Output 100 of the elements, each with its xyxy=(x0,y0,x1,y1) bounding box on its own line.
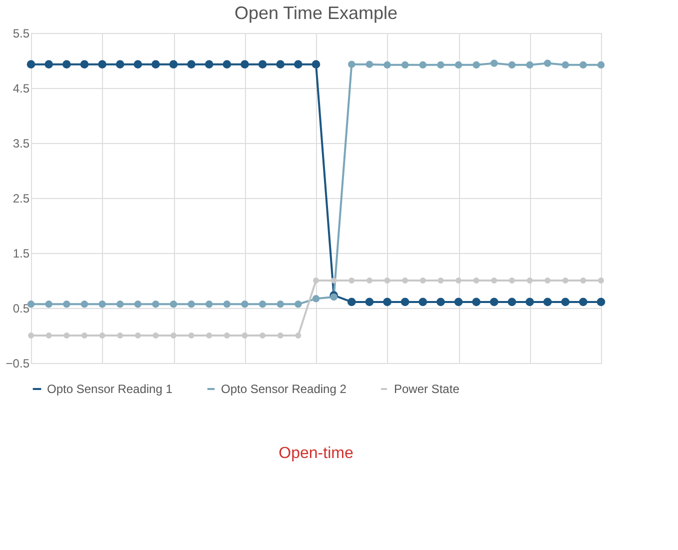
point xyxy=(117,332,124,338)
point xyxy=(64,332,70,338)
point xyxy=(206,300,213,308)
point xyxy=(294,60,302,69)
y-tick-label: 3.5 xyxy=(12,136,30,150)
point xyxy=(579,298,588,306)
point xyxy=(170,332,176,338)
point xyxy=(294,300,302,308)
point xyxy=(276,60,285,69)
point xyxy=(134,60,142,69)
point xyxy=(438,278,444,284)
point xyxy=(454,61,462,69)
point xyxy=(206,332,212,338)
point xyxy=(134,300,142,308)
point xyxy=(80,300,88,308)
point xyxy=(116,300,124,308)
point xyxy=(347,298,356,306)
point xyxy=(580,278,586,284)
point xyxy=(562,61,569,69)
point xyxy=(473,278,480,284)
point xyxy=(222,60,232,69)
point xyxy=(45,300,52,308)
point xyxy=(223,300,231,308)
y-tick-label: 0.5 xyxy=(12,302,30,316)
point xyxy=(62,60,71,69)
point xyxy=(258,300,266,308)
point xyxy=(544,60,552,67)
point xyxy=(454,298,463,306)
point xyxy=(384,278,390,284)
point xyxy=(580,61,587,69)
point xyxy=(472,298,480,306)
point xyxy=(436,298,445,306)
point xyxy=(383,298,392,306)
point xyxy=(116,60,124,69)
point xyxy=(490,298,498,306)
point xyxy=(204,60,214,69)
point xyxy=(400,298,410,306)
point xyxy=(98,60,106,69)
point xyxy=(277,332,284,338)
chart-title: Open Time Example xyxy=(234,3,398,23)
point xyxy=(295,332,302,338)
point xyxy=(258,60,267,69)
point xyxy=(188,300,195,308)
point xyxy=(28,332,34,338)
point xyxy=(330,278,337,284)
y-tick-label: 1.5 xyxy=(12,246,30,260)
point xyxy=(420,278,426,284)
point xyxy=(98,300,106,308)
point xyxy=(260,332,266,338)
point xyxy=(366,278,372,284)
point xyxy=(437,61,444,69)
point xyxy=(46,332,52,338)
point xyxy=(365,298,374,306)
point xyxy=(224,332,230,338)
point xyxy=(543,298,552,306)
point xyxy=(313,278,319,284)
point xyxy=(312,60,320,69)
point xyxy=(44,60,53,69)
point xyxy=(152,60,160,69)
point xyxy=(170,300,178,308)
point xyxy=(544,278,551,284)
legend-label: Opto Sensor Reading 1 xyxy=(47,382,173,396)
point xyxy=(384,61,391,69)
point xyxy=(63,300,70,308)
point xyxy=(526,278,533,284)
point xyxy=(152,332,159,338)
point xyxy=(366,60,374,68)
point xyxy=(152,300,160,308)
point xyxy=(169,60,178,69)
point xyxy=(240,60,249,69)
point xyxy=(187,60,196,69)
point xyxy=(491,278,498,284)
point xyxy=(241,300,248,308)
legend-label: Power State xyxy=(394,382,460,396)
point xyxy=(597,61,605,69)
point xyxy=(526,298,534,306)
point xyxy=(401,61,409,69)
point xyxy=(472,61,480,69)
legend-label: Opto Sensor Reading 2 xyxy=(221,382,347,396)
point xyxy=(508,278,515,284)
y-tick-label: 5.5 xyxy=(12,26,30,40)
point xyxy=(242,332,248,338)
point xyxy=(348,60,356,68)
point xyxy=(402,278,408,284)
point xyxy=(99,332,106,338)
y-tick-label: 4.5 xyxy=(12,82,30,96)
point xyxy=(26,60,36,69)
point xyxy=(526,61,534,69)
point xyxy=(508,61,516,69)
point xyxy=(598,278,604,284)
point xyxy=(188,332,194,338)
point xyxy=(561,298,570,306)
point xyxy=(348,278,355,284)
point xyxy=(276,300,284,308)
text: Open-time xyxy=(278,445,354,462)
point xyxy=(562,278,568,284)
point xyxy=(596,298,606,306)
point xyxy=(80,60,89,69)
point xyxy=(508,298,516,306)
point xyxy=(456,278,462,284)
